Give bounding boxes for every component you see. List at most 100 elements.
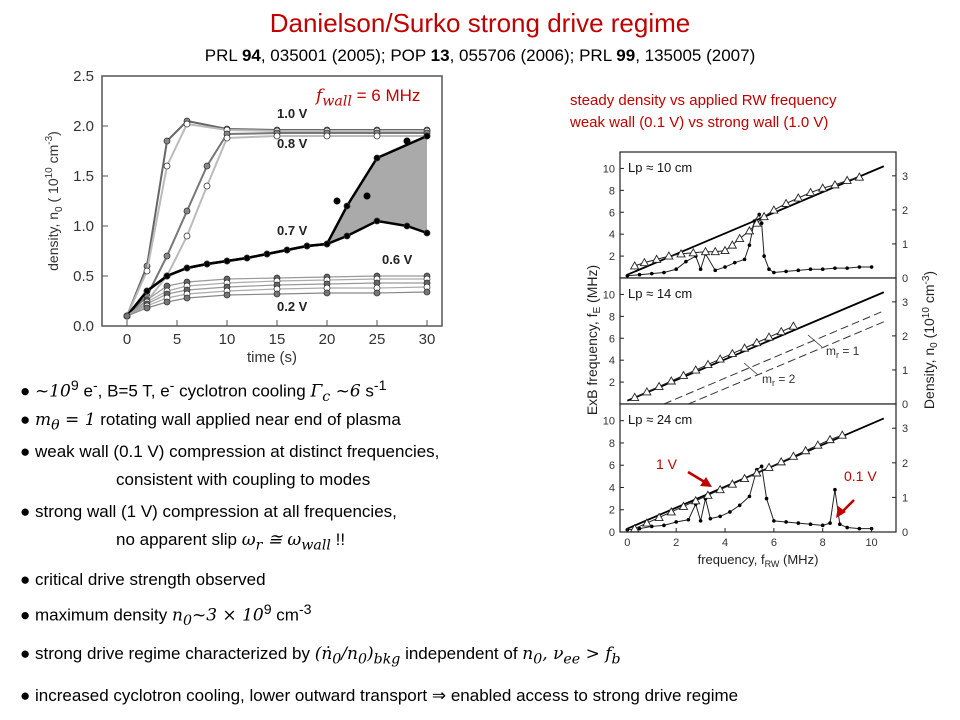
left-tick-label: 8	[609, 311, 615, 323]
data-point	[163, 252, 171, 260]
density-point	[737, 503, 742, 508]
exb-point	[776, 326, 786, 336]
ytick-label: 2.5	[73, 68, 94, 85]
b7-text2: independent of	[400, 644, 523, 663]
ytick-label: 2.0	[73, 118, 94, 135]
density-point	[820, 267, 825, 272]
ref3-rest: , 135005 (2007)	[635, 46, 756, 65]
density-point	[662, 523, 666, 528]
data-point	[403, 222, 411, 230]
exb-point	[759, 211, 769, 221]
b2-math: m	[35, 410, 52, 430]
dashed-line	[663, 310, 884, 405]
b7-sub5: ee	[563, 651, 581, 668]
dashed-label-sub: r	[772, 378, 775, 388]
density-point	[757, 212, 762, 217]
y-axis-label: density, n0 ( 1010 cm-3)	[44, 131, 65, 271]
exb-point	[800, 445, 811, 455]
dashed-label-rest: = 1	[839, 344, 860, 358]
y-axis-label-text: density, n0 ( 1010 cm-3)	[44, 131, 65, 271]
b2-text: rotating wall applied near end of plasma	[95, 410, 401, 429]
b4-cont: no apparent slip	[116, 530, 242, 549]
y-axis-label-part: cm	[45, 145, 61, 168]
exb-point	[837, 430, 848, 439]
b1-text4: s	[360, 381, 374, 401]
y-axis-label-part: 10	[44, 167, 55, 179]
left-y-unit: (MHz)	[584, 265, 600, 307]
right-tick-label: 2	[902, 331, 908, 343]
series-annotation: 1.0 V	[277, 106, 308, 121]
left-tick-label: 2	[609, 505, 615, 517]
exb-point	[776, 456, 786, 466]
density-point	[828, 521, 832, 525]
dashed-label-m: m	[826, 344, 836, 358]
x-axis-label-unit: (MHz)	[779, 552, 818, 567]
ref3-vol: 99	[616, 46, 636, 65]
ytick-label: 0.5	[73, 268, 94, 285]
exb-point	[817, 183, 828, 192]
b8-text: increased cyclotron cooling, lower outwa…	[35, 686, 432, 705]
b4-end: !!	[330, 530, 346, 549]
right-note-line2: weak wall (0.1 V) vs strong wall (1.0 V)	[570, 114, 829, 131]
panel-label: Lp ≈ 10 cm	[628, 160, 692, 175]
exb-point	[813, 440, 823, 449]
right-tick-label: 2	[902, 458, 908, 470]
series-annotation: 0.7 V	[277, 223, 308, 238]
exb-point	[678, 501, 689, 510]
xtick-label: 6	[771, 537, 777, 549]
exb-point	[651, 254, 662, 263]
ref1-vol: 94	[241, 46, 261, 65]
data-point	[203, 182, 211, 190]
b6-sup: 9	[263, 602, 272, 618]
left-tick-label: 10	[603, 289, 615, 301]
data-point	[143, 267, 151, 275]
density-point	[808, 522, 813, 527]
right-y-part: -3	[921, 275, 932, 284]
density-point	[684, 259, 688, 264]
b5-text: critical drive strength observed	[35, 570, 266, 589]
data-point	[343, 202, 351, 210]
xtick-label: 0	[624, 537, 630, 549]
fwall-f: f	[316, 86, 323, 106]
density-point	[857, 265, 862, 269]
exb-point	[793, 193, 804, 202]
b4-text: strong wall (1 V) compression at all fre…	[35, 502, 397, 521]
left-tick-label: 0	[609, 527, 615, 539]
data-point	[183, 264, 191, 272]
x-axis-label-main: frequency, f	[698, 552, 765, 567]
density-point	[762, 254, 766, 258]
left-y-label-text: ExB frequency, fE (MHz)	[584, 265, 603, 415]
exb-point	[788, 321, 799, 330]
data-point	[163, 298, 171, 306]
density-point	[784, 269, 788, 274]
data-point	[323, 289, 331, 297]
exb-point	[700, 246, 711, 256]
data-point	[123, 312, 131, 320]
data-point	[163, 137, 171, 145]
xtick-label: 30	[419, 331, 436, 348]
bullet-6: ● maximum density n0~3 × 109 cm-3	[20, 602, 312, 630]
exb-point	[629, 261, 640, 270]
slide-title: Danielson/Surko strong drive regime	[269, 8, 691, 38]
density-point	[759, 221, 764, 226]
b8-arrow: ⇒	[431, 686, 447, 705]
b1-sup2: -1	[373, 378, 387, 394]
b1-text: e	[78, 381, 93, 401]
ytick-label: 1.0	[73, 218, 94, 235]
b6-sup2: -3	[298, 602, 312, 618]
density-point	[723, 265, 727, 269]
exb-point	[781, 198, 791, 207]
right-tick-label: 0	[902, 527, 908, 539]
bullet-3-cont: consistent with coupling to modes	[116, 470, 371, 489]
density-point	[732, 260, 737, 265]
exb-point	[654, 512, 664, 521]
density-point	[674, 267, 678, 272]
xtick-label: 0	[123, 331, 131, 348]
b7-math4: n	[522, 644, 534, 664]
dashed-label: mr = 1	[826, 344, 860, 360]
y-axis-label-part: )	[45, 131, 61, 136]
exb-point	[854, 172, 865, 181]
density-point	[718, 514, 722, 519]
exb-point	[703, 490, 713, 499]
